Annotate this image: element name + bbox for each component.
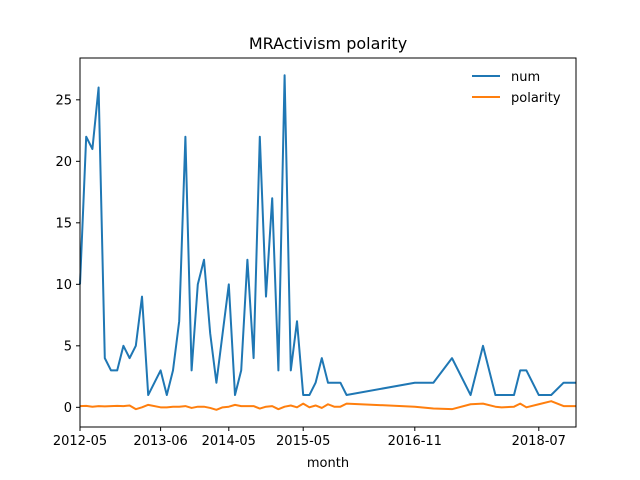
x-tick-label: 2016-11 <box>388 434 442 449</box>
y-tick-label: 15 <box>55 216 72 231</box>
legend-label-polarity: polarity <box>511 91 561 106</box>
legend: num polarity <box>472 70 561 106</box>
series-line-num <box>79 74 576 397</box>
x-tick-label: 2014-05 <box>202 434 256 449</box>
x-axis-label: month <box>307 456 349 471</box>
chart-title: MRActivism polarity <box>249 34 407 53</box>
y-tick-label: 10 <box>55 278 72 293</box>
legend-label-num: num <box>511 70 540 85</box>
y-tick-label: 0 <box>64 401 72 416</box>
tick-layer: 0 5 10 15 20 25 2012-05 2013-06 2014-05 2015-05 20… <box>53 93 566 449</box>
plot-frame <box>79 57 577 428</box>
y-tick-label: 5 <box>64 339 72 354</box>
y-tick-label: 20 <box>55 155 72 170</box>
y-tick-label: 25 <box>55 93 72 108</box>
series-line-polarity <box>79 400 576 411</box>
x-tick-label: 2012-05 <box>53 434 107 449</box>
x-tick-label: 2015-05 <box>276 434 330 449</box>
x-tick-label: 2018-07 <box>512 434 566 449</box>
series-layer <box>79 74 576 411</box>
x-tick-label: 2013-06 <box>133 434 187 449</box>
